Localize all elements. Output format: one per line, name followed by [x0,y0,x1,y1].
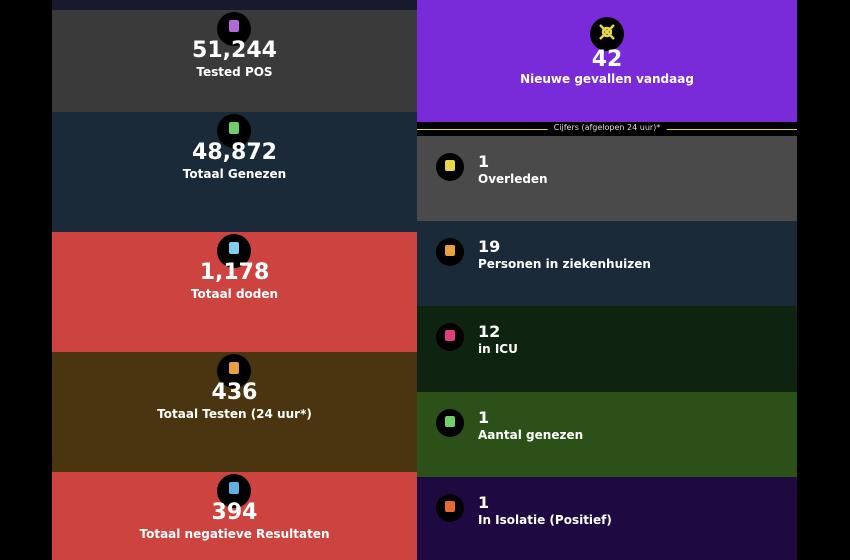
headline-value: 42 [591,47,623,72]
divider: Cijfers (afgelopen 24 uur)* [417,122,797,136]
headline-label: Nieuwe gevallen vandaag [520,72,694,86]
stat-tile: 19 Personen in ziekenhuizen [417,221,797,306]
icon [436,409,464,437]
stat-tile: 51,244 Tested POS [52,10,417,112]
icon-glyph [229,482,239,494]
stat-value: 48,872 [192,140,277,165]
icon-glyph [599,24,615,40]
icon [590,17,624,51]
icon-glyph [229,362,239,374]
stat-label: Totaal Testen (24 uur*) [157,407,312,421]
stat-label: In Isolatie (Positief) [478,513,612,527]
icon [217,12,251,46]
stat-value: 1,178 [199,260,270,285]
stat-value: 12 [478,322,501,341]
stat-tile: 394 Totaal negatieve Resultaten [52,472,417,560]
tile-edge [52,0,417,10]
stat-label: Totaal Genezen [182,167,287,181]
icon [436,238,464,266]
stat-value: 51,244 [192,38,277,63]
icon [436,494,464,522]
icon-glyph [229,20,239,32]
stat-value: 19 [478,237,501,256]
icon-glyph [445,160,455,171]
stat-tile: 1 In Isolatie (Positief) [417,477,797,560]
stat-tile: 1 Overleden [417,136,797,221]
icon-glyph [445,501,455,512]
stat-tile: 48,872 Totaal Genezen [52,112,417,232]
icon-glyph [229,122,239,134]
icon [217,354,251,388]
stat-label: Tested POS [196,65,273,79]
stat-tile: 436 Totaal Testen (24 uur*) [52,352,417,472]
headline-tile: 42 Nieuwe gevallen vandaag [417,0,797,122]
stat-value: 436 [211,380,258,405]
icon [217,114,251,148]
divider-label: Cijfers (afgelopen 24 uur)* [547,123,667,132]
stat-tile: 12 in ICU [417,306,797,392]
stat-label: in ICU [478,342,518,356]
stat-label: Aantal genezen [478,428,584,442]
stat-tile: 1,178 Totaal doden [52,232,417,352]
stat-value: 1 [478,152,490,171]
icon-glyph [445,245,455,256]
stat-tile: 1 Aantal genezen [417,392,797,477]
stat-label: Personen in ziekenhuizen [478,257,651,271]
icon-glyph [445,330,455,341]
icon-glyph [229,242,239,254]
stat-label: Overleden [478,172,548,186]
stat-label: Totaal negatieve Resultaten [139,527,330,541]
stat-value: 394 [211,500,258,525]
icon [217,234,251,268]
stat-value: 1 [478,408,490,427]
icon [436,323,464,351]
icon [217,474,251,508]
icon [436,153,464,181]
stat-label: Totaal doden [190,287,279,301]
stat-value: 1 [478,493,490,512]
icon-glyph [445,416,455,427]
